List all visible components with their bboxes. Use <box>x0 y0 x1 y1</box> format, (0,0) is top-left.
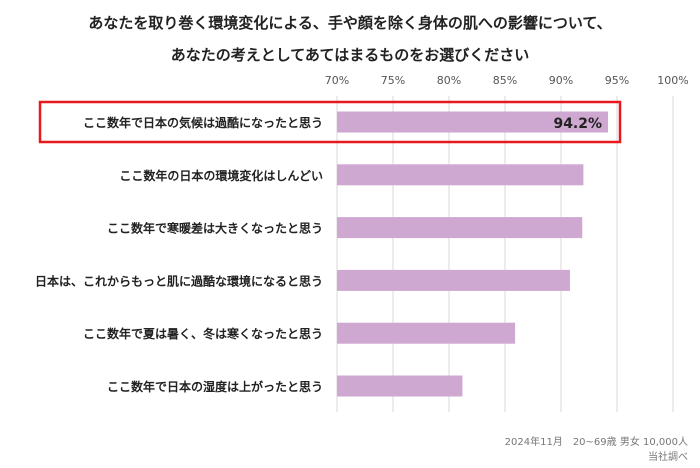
x-tick-label: 95% <box>605 74 629 87</box>
x-tick-label: 90% <box>549 74 573 87</box>
bar <box>337 269 570 291</box>
bar <box>337 375 463 397</box>
category-label: 日本は、これからもっと肌に過酷な環境になると思う <box>35 273 323 288</box>
category-label: ここ数年の日本の環境変化はしんどい <box>119 168 323 183</box>
data-label: 94.2% <box>553 116 602 132</box>
bar <box>337 111 609 133</box>
chart-title: あなたを取り巻く環境変化による、手や顔を除く身体の肌への影響について、 <box>88 14 612 32</box>
x-tick-label: 75% <box>381 74 405 87</box>
chart-subtitle: あなたの考えとしてあてはまるものをお選びください <box>170 46 530 64</box>
category-label: ここ数年で夏は暑く、冬は寒くなったと思う <box>83 326 323 341</box>
x-tick-label: 85% <box>493 74 517 87</box>
bar <box>337 217 583 239</box>
highlight-frame <box>38 100 622 144</box>
bar <box>337 164 584 186</box>
x-tick-label: 80% <box>437 74 461 87</box>
footnote-survey: 2024年11月 20~69歳 男女 10,000人 <box>504 437 688 448</box>
footnote-source: 当社調べ <box>648 452 688 463</box>
category-label: ここ数年で日本の気候は過酷になったと思う <box>83 115 323 130</box>
bar <box>337 322 516 344</box>
category-label: ここ数年で日本の湿度は上がったと思う <box>107 379 323 394</box>
category-label: ここ数年で寒暖差は大きくなったと思う <box>107 221 323 236</box>
x-tick-label: 100% <box>657 74 688 87</box>
x-tick-label: 70% <box>325 74 349 87</box>
